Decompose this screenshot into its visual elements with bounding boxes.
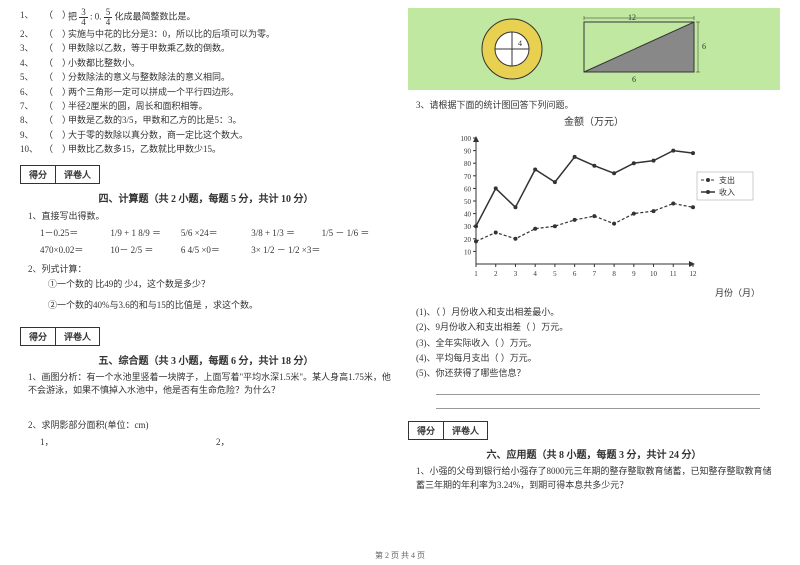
section4-title: 四、计算题（共 2 小题，每题 5 分，共计 10 分） [20, 190, 392, 205]
line-chart: 102030405060708090100123456789101112支出收入 [448, 132, 780, 282]
tf-item: 3、（ ）甲数除以乙数，等于甲数乘乙数的倒数。 [20, 41, 392, 55]
svg-text:5: 5 [553, 270, 557, 278]
rect-triangle: 12 6 6 [574, 14, 714, 84]
svg-text:4: 4 [533, 270, 537, 278]
score-label: 得分 [21, 166, 56, 183]
s5-q2b: 2， [216, 435, 392, 448]
tf-item: 1、 （ ） 把 34 : 0. 54 化成最简整数比是。 [20, 8, 392, 27]
svg-text:70: 70 [464, 173, 472, 181]
svg-text:3: 3 [514, 270, 518, 278]
tf-item: 10、（ ）甲数比乙数多15，乙数就比甲数少15。 [20, 142, 392, 156]
sub-q: (4)、平均每月支出（ ）万元。 [416, 351, 780, 366]
chart-questions: (1)、（ ）月份收入和支出相差最小。 (2)、9月份收入和支出相差（ ）万元。… [408, 305, 780, 409]
tf-item: 2、（ ）实施与中花的比分是3：0，所以比的后项可以为零。 [20, 27, 392, 41]
tf-item: 5、（ ）分数除法的意义与整数除法的意义相同。 [20, 70, 392, 84]
score-box: 得分 评卷人 [20, 327, 100, 346]
calc-row: 1－0.25＝ 1/9 + 1 8/9 ＝ 5/6 ×24＝ 3/8 + 1/3… [20, 226, 392, 239]
sub-q: (5)、你还获得了哪些信息？ [416, 366, 780, 381]
svg-text:40: 40 [464, 211, 472, 219]
score-box: 得分 评卷人 [408, 421, 488, 440]
tf-item: 6、（ ）两个三角形一定可以拼成一个平行四边形。 [20, 85, 392, 99]
s4-q2b: ②一个数的40%与3.6的和与15的比值是 ，求这个数。 [28, 298, 392, 311]
section6-title: 六、应用题（共 8 小题，每题 3 分，共计 24 分） [408, 446, 780, 461]
sub-q: (2)、9月份收入和支出相差（ ）万元。 [416, 320, 780, 335]
sub-q: (1)、（ ）月份收入和支出相差最小。 [416, 305, 780, 320]
tf-item: 7、（ ）半径2厘米的圆，周长和面积相等。 [20, 99, 392, 113]
s4-q2a: ①一个数的 比49的 少4，这个数是多少？ [28, 277, 392, 290]
svg-text:4: 4 [518, 39, 522, 48]
svg-text:90: 90 [464, 148, 472, 156]
ring-shape: 4 [474, 14, 564, 84]
q-num: 1、 [20, 8, 44, 27]
svg-text:8: 8 [612, 270, 616, 278]
r-q3: 3、请根据下面的统计图回答下列问题。 [416, 98, 780, 111]
tf-item: 8、（ ）甲数是乙数的3/5，甲数和乙方的比是5：3。 [20, 113, 392, 127]
tf-item: 4、（ ）小数都比整数小。 [20, 56, 392, 70]
tf-item: 9、（ ）大于零的数除以真分数，商一定比这个数大。 [20, 128, 392, 142]
page-footer: 第 2 页 共 4 页 [0, 550, 800, 561]
svg-text:20: 20 [464, 236, 472, 244]
svg-text:30: 30 [464, 223, 472, 231]
svg-text:10: 10 [650, 270, 658, 278]
svg-text:11: 11 [670, 270, 677, 278]
svg-text:1: 1 [474, 270, 478, 278]
svg-text:7: 7 [593, 270, 597, 278]
s5-q2a: 1， [40, 435, 216, 448]
s5-q2: 2、求阴影部分面积(单位：cm) [28, 418, 392, 431]
svg-text:60: 60 [464, 185, 472, 193]
sub-q: (3)、全年实际收入（ ）万元。 [416, 336, 780, 351]
x-axis-label: 月份（月） [408, 286, 780, 299]
score-box: 得分 评卷人 [20, 165, 100, 184]
s5-q1: 1、画图分析：有一个水池里竖着一块牌子，上面写着"平均水深1.5米"。某人身高1… [28, 371, 392, 398]
chart-title: 金额（万元） [408, 113, 780, 128]
s4-q2: 2、列式计算： [28, 262, 392, 275]
section5-title: 五、综合题（共 3 小题，每题 6 分，共计 18 分） [20, 352, 392, 367]
true-false-list: 1、 （ ） 把 34 : 0. 54 化成最简整数比是。 2、（ ）实施与中花… [20, 8, 392, 157]
svg-text:12: 12 [690, 270, 698, 278]
svg-text:6: 6 [702, 42, 706, 51]
svg-text:9: 9 [632, 270, 636, 278]
svg-text:50: 50 [464, 198, 472, 206]
geometry-diagram: 4 12 6 6 [408, 8, 780, 90]
s4-q1: 1、直接写出得数。 [28, 209, 392, 222]
svg-text:6: 6 [573, 270, 577, 278]
fraction: 34 [79, 8, 88, 27]
svg-text:2: 2 [494, 270, 498, 278]
answer-line [436, 399, 760, 409]
svg-text:100: 100 [461, 135, 472, 143]
svg-text:10: 10 [464, 248, 472, 256]
reviewer-label: 评卷人 [56, 166, 99, 183]
svg-text:支出: 支出 [719, 175, 735, 185]
answer-line [436, 385, 760, 395]
q-text: 把 34 : 0. 54 化成最简整数比是。 [68, 8, 392, 27]
paren: （ ） [44, 8, 68, 27]
calc-row: 470×0.02＝ 10－ 2/5 ＝ 6 4/5 ×0＝ 3× 1/2 － 1… [20, 243, 392, 256]
fraction: 54 [104, 8, 113, 27]
svg-text:收入: 收入 [719, 187, 735, 197]
svg-text:6: 6 [632, 75, 636, 84]
svg-text:80: 80 [464, 160, 472, 168]
s6-q1: 1、小强的父母到银行给小强存了8000元三年期的整存整取教育储蓄，已知整存整取教… [416, 465, 780, 492]
